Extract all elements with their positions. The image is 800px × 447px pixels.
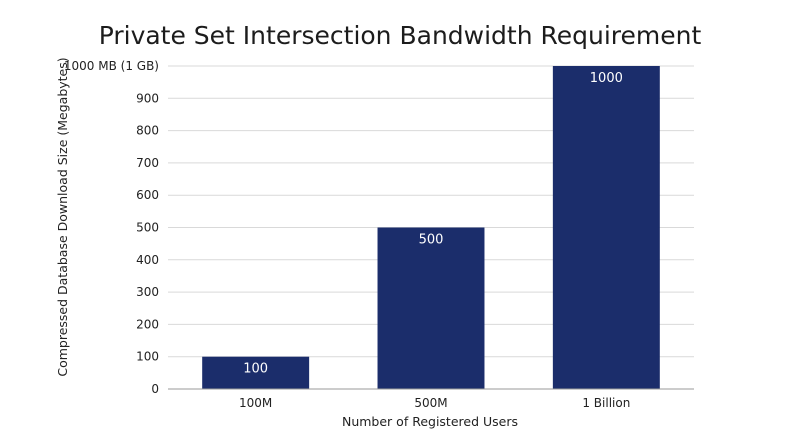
y-tick-label: 500 (136, 221, 159, 235)
chart-title: Private Set Intersection Bandwidth Requi… (99, 21, 702, 50)
data-labels: 100 500 1000 (243, 71, 623, 377)
bar-value-label: 1000 (590, 71, 623, 86)
y-axis-title: Compressed Database Download Size (Megab… (55, 57, 70, 376)
bar (377, 227, 485, 389)
bar-value-label: 500 (419, 233, 444, 248)
y-tick-label: 100 (136, 350, 159, 364)
x-tick-label: 1 Billion (582, 396, 630, 410)
y-tick-label: 900 (136, 91, 159, 105)
y-tick-label: 0 (151, 382, 159, 396)
x-axis-title: Number of Registered Users (342, 414, 518, 429)
y-tick-label: 200 (136, 317, 159, 331)
bar (202, 356, 310, 389)
y-axis-ticks: 0 100 200 300 400 500 600 700 800 900 1000 MB (1 G… (64, 59, 159, 396)
x-axis-ticks: 100M 500M 1 Billion (239, 396, 630, 410)
x-tick-label: 100M (239, 396, 272, 410)
y-tick-label: 300 (136, 285, 159, 299)
y-tick-label: 400 (136, 253, 159, 267)
x-tick-label: 500M (414, 396, 447, 410)
bars (202, 66, 660, 389)
bar (552, 66, 660, 389)
y-tick-label: 600 (136, 188, 159, 202)
y-tick-label: 800 (136, 124, 159, 138)
y-tick-label: 700 (136, 156, 159, 170)
bar-value-label: 100 (243, 362, 268, 377)
y-tick-label: 1000 MB (1 GB) (64, 59, 159, 73)
